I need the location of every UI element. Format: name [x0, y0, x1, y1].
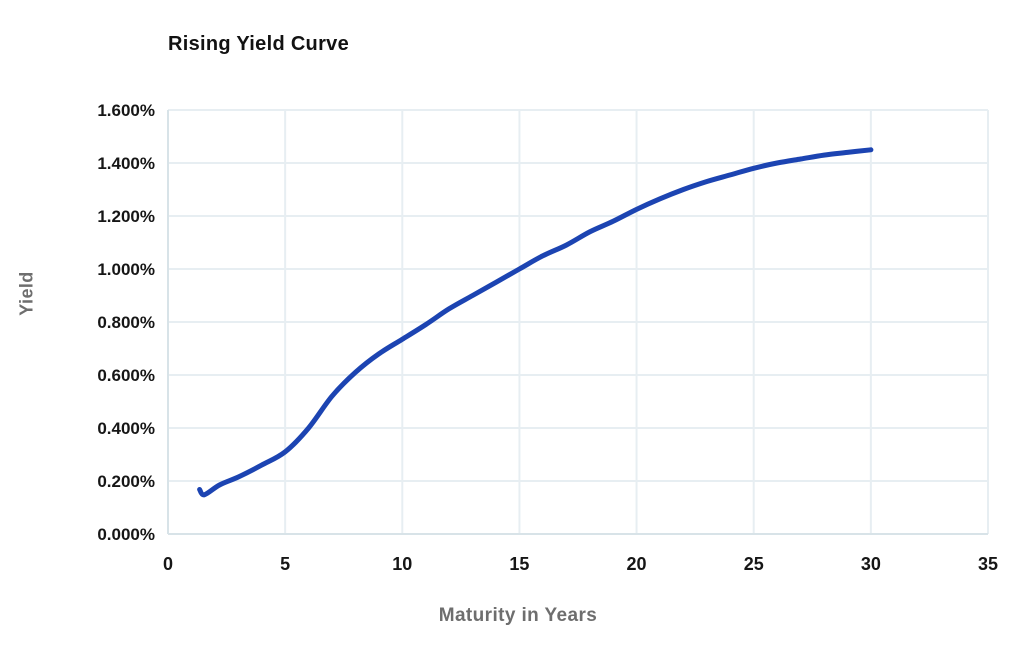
x-tick-label: 10: [392, 554, 412, 574]
y-tick-label: 0.800%: [97, 313, 155, 332]
y-tick-label: 1.000%: [97, 260, 155, 279]
y-tick-label: 0.200%: [97, 472, 155, 491]
chart-title: Rising Yield Curve: [168, 33, 350, 55]
x-axis-title: Maturity in Years: [438, 605, 598, 626]
x-tick-label: 25: [744, 554, 764, 574]
x-tick-label: 0: [163, 554, 173, 574]
x-tick-label: 5: [280, 554, 290, 574]
x-tick-label: 15: [509, 554, 529, 574]
y-tick-label: 1.400%: [97, 154, 155, 173]
yield-curve-line: [197, 147, 874, 498]
y-tick-label: 1.200%: [97, 207, 155, 226]
x-tick-label: 30: [861, 554, 881, 574]
x-tick-label: 35: [978, 554, 998, 574]
y-tick-label: 1.600%: [97, 101, 155, 120]
y-tick-label: 0.600%: [97, 366, 155, 385]
y-tick-label: 0.400%: [97, 419, 155, 438]
y-tick-label: 0.000%: [97, 525, 155, 544]
x-tick-label: 20: [627, 554, 647, 574]
